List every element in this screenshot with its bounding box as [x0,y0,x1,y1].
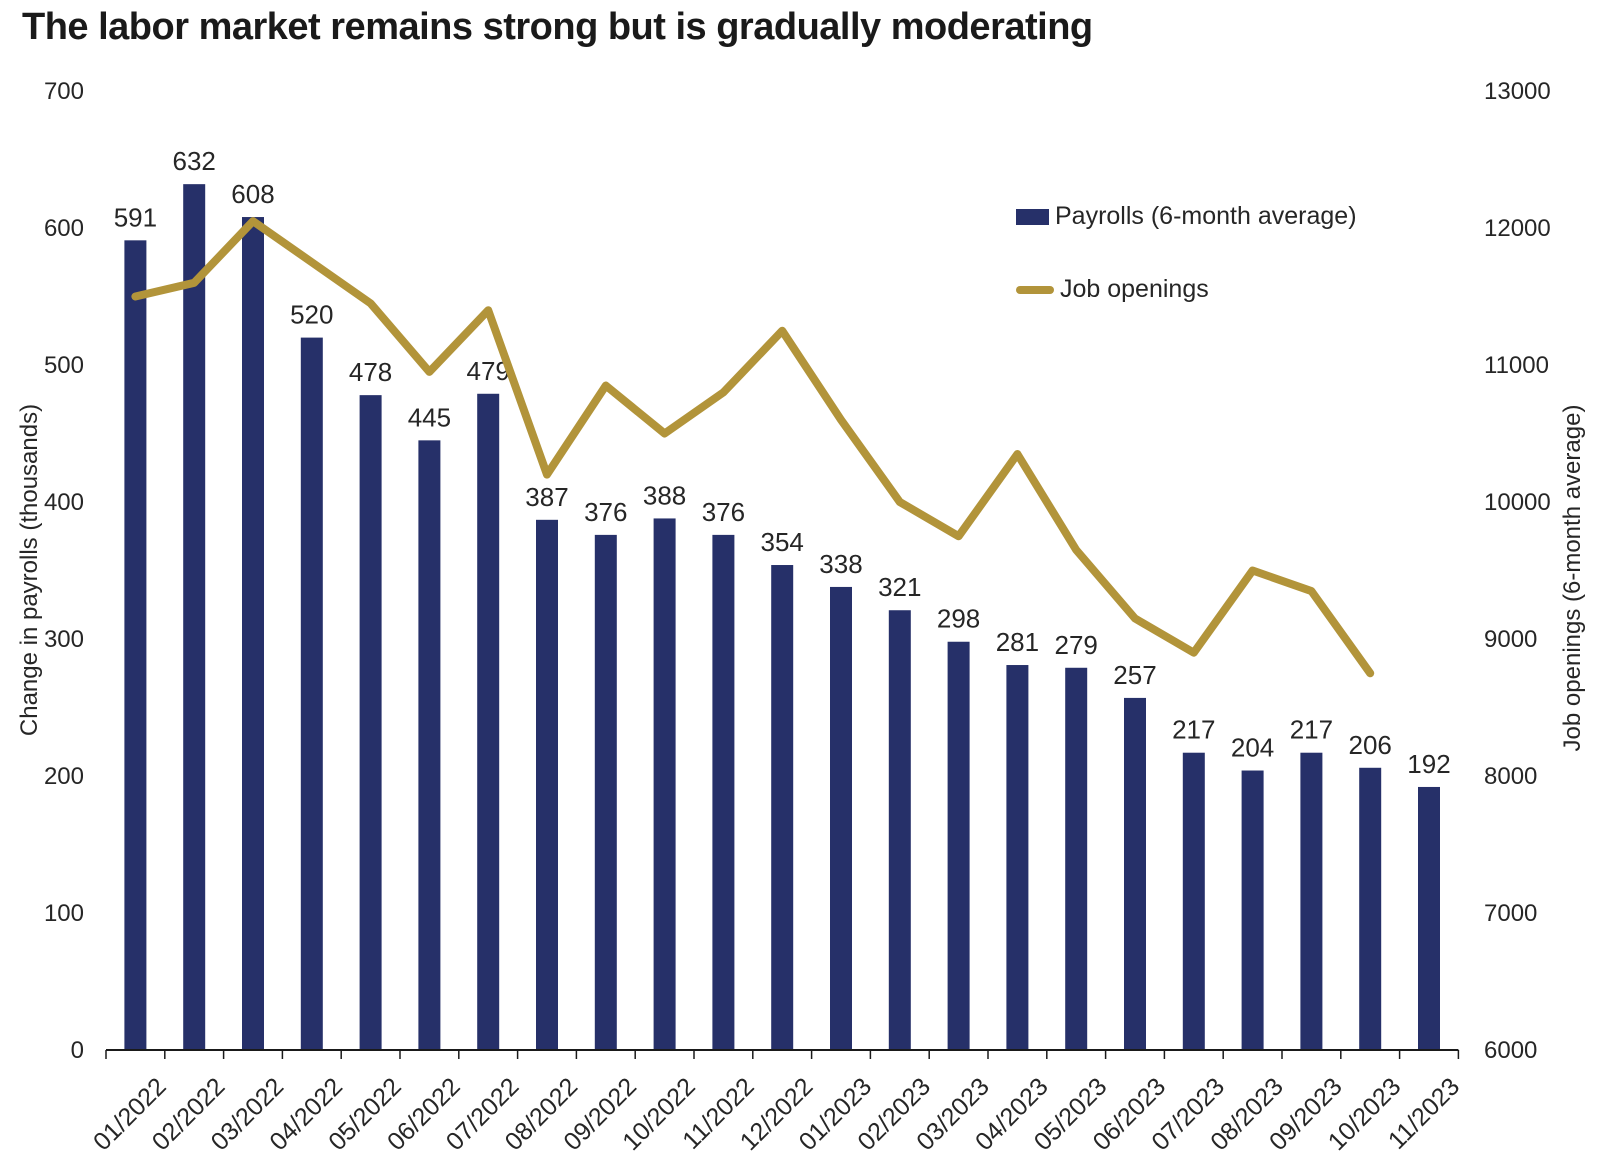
payrolls-bar [359,395,382,1050]
left-axis-title: Change in payrolls (thousands) [16,403,43,737]
bar-value-label: 217 [1172,715,1215,745]
left-axis-tick-label: 100 [44,900,84,927]
bar-value-label: 204 [1231,733,1274,763]
bar-value-label: 591 [114,202,157,232]
left-axis-tick-label: 300 [44,626,84,653]
right-axis-tick-label: 13000 [1484,78,1551,105]
legend-item-payrolls: Payrolls (6-month average) [1016,202,1357,231]
left-axis-tick-label: 400 [44,489,84,516]
bar-value-label: 338 [819,549,862,579]
job-openings-swatch-icon [1016,285,1054,294]
bar-value-label: 192 [1407,749,1450,779]
payrolls-bar [712,534,735,1050]
bar-value-label: 206 [1349,730,1392,760]
payrolls-bar [242,217,264,1051]
right-axis-title: Job openings (6-month average) [1559,404,1586,752]
payrolls-bar [888,610,911,1050]
payrolls-bar [594,534,617,1050]
bar-value-label: 388 [643,480,686,510]
legend-payrolls-label: Payrolls (6-month average) [1055,202,1357,230]
payrolls-bar [418,440,441,1051]
job-openings-line [131,217,1375,678]
bar-value-label: 445 [408,402,451,432]
right-axis-tick-label: 9000 [1484,626,1537,653]
right-axis-tick-label: 10000 [1484,489,1551,516]
bar-value-label: 520 [290,300,333,330]
right-axis-tick-label: 12000 [1484,215,1551,242]
left-axis-tick-label: 200 [44,763,84,790]
bar-value-label: 217 [1290,715,1333,745]
legend-item-job-openings: Job openings [1016,275,1357,304]
payrolls-bar [1300,752,1323,1050]
payrolls-bar [947,641,970,1050]
left-axis-tick-label: 600 [44,215,84,242]
payrolls-bar [477,393,500,1050]
bar-value-label: 376 [584,497,627,527]
bar-value-label: 387 [525,482,568,512]
payrolls-bar [1006,665,1029,1050]
bar-value-label: 354 [761,527,804,557]
payrolls-bar [1182,752,1205,1050]
payrolls-bar [771,565,794,1050]
payrolls-bar [300,337,323,1051]
bar-value-label: 376 [702,497,745,527]
payrolls-bar [1065,667,1088,1050]
bar-value-label: 257 [1113,660,1156,690]
payrolls-bar [1359,767,1382,1050]
payrolls-bar [183,184,206,1050]
payrolls-bar [124,240,147,1050]
payrolls-bar [830,586,852,1050]
legend: Payrolls (6-month average) Job openings [1016,202,1357,304]
bar-value-label: 478 [349,357,392,387]
left-axis-tick-label: 0 [71,1037,84,1064]
left-axis-tick-label: 500 [44,352,84,379]
payrolls-bar [1241,770,1264,1050]
right-axis-tick-label: 7000 [1484,900,1537,927]
bar-value-label: 321 [878,572,921,602]
chart-title: The labor market remains strong but is g… [22,6,1093,48]
payrolls-swatch-icon [1016,208,1049,225]
right-axis-tick-label: 6000 [1484,1037,1537,1064]
bar-value-label: 608 [231,179,274,209]
bar-value-label: 281 [996,627,1039,657]
payrolls-bar [536,519,558,1050]
bar-value-label: 632 [173,146,216,176]
bar-value-label: 279 [1055,630,1098,660]
right-axis-tick-label: 8000 [1484,763,1537,790]
left-axis-tick-label: 700 [44,78,84,105]
legend-job-openings-label: Job openings [1060,275,1209,303]
payrolls-bar [1418,786,1440,1050]
payrolls-bar [653,518,676,1050]
payrolls-bar [1124,697,1146,1050]
bar-value-label: 298 [937,604,980,634]
right-axis-tick-label: 11000 [1484,352,1549,379]
